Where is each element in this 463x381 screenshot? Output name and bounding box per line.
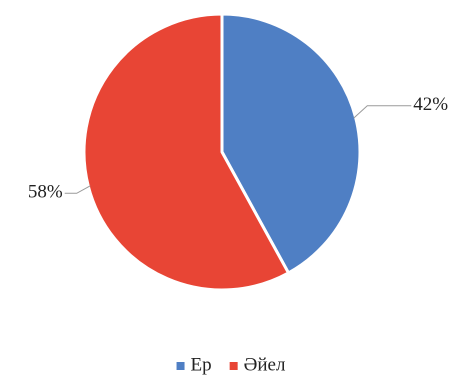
- legend-swatch-1: [176, 362, 185, 370]
- leader-lines: [64, 105, 412, 194]
- legend-label-1: Ер: [191, 354, 212, 375]
- pie-slice-2: [82, 12, 290, 292]
- leader-line-2: [64, 185, 91, 194]
- slice-label-2: 58%: [28, 182, 63, 203]
- slice-labels: 42% 58%: [28, 94, 448, 203]
- legend: Ер Әйел: [176, 354, 286, 375]
- legend-swatch-2: [229, 362, 238, 370]
- slice-label-1: 42%: [413, 94, 448, 115]
- legend-label-2: Әйел: [244, 354, 286, 375]
- leader-line-1: [353, 105, 412, 119]
- pie-slice-1: [220, 12, 362, 275]
- pie-slices: [82, 12, 362, 292]
